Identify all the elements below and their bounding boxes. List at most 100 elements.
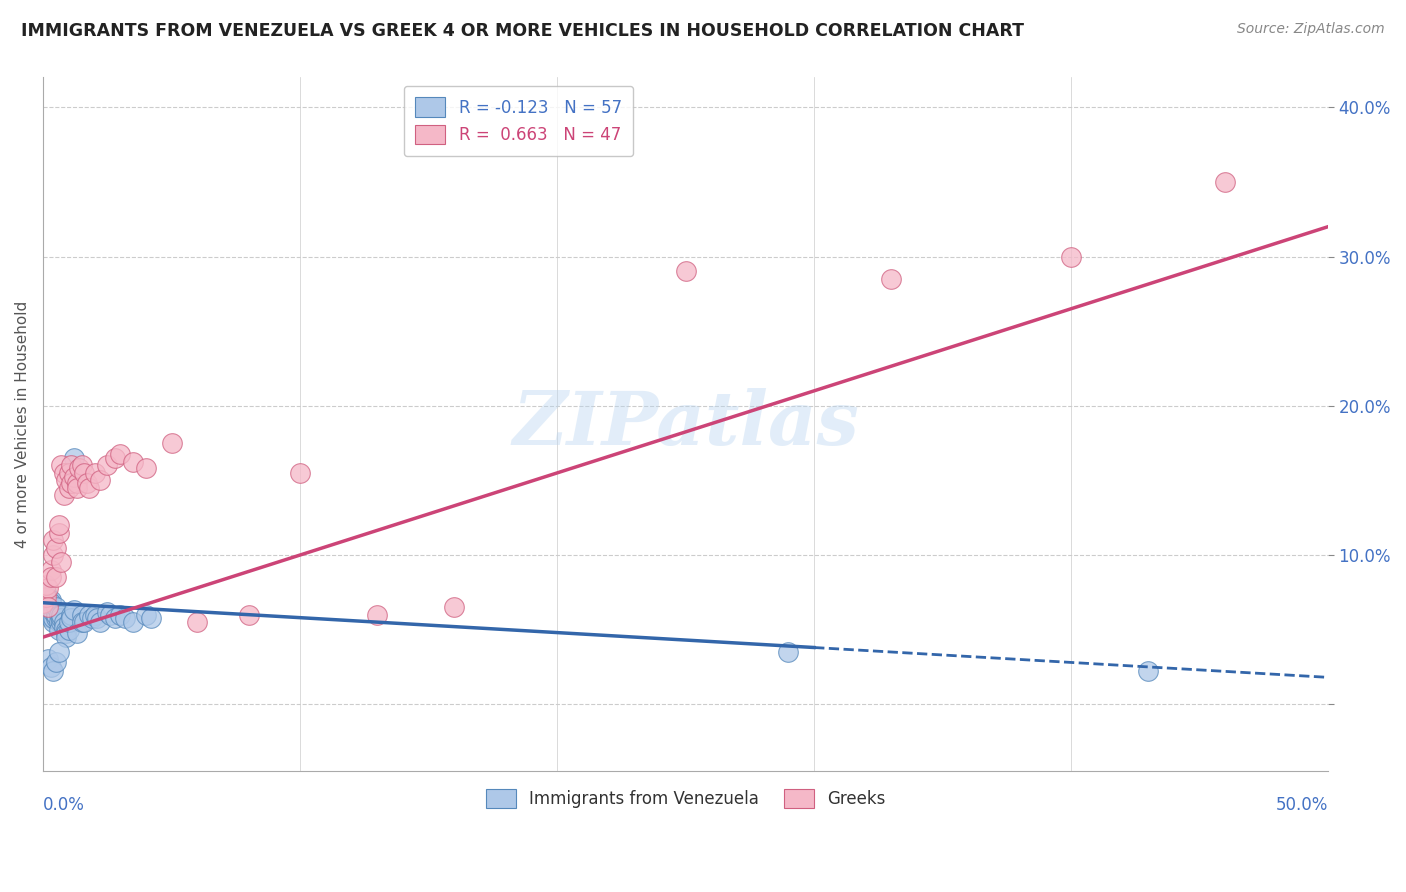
Point bbox=[35, 585, 58, 599]
Point bbox=[48, 623, 70, 637]
Text: IMMIGRANTS FROM VENEZUELA VS GREEK 4 OR MORE VEHICLES IN HOUSEHOLD CORRELATION C: IMMIGRANTS FROM VENEZUELA VS GREEK 4 OR … bbox=[21, 22, 1024, 40]
Point bbox=[42, 533, 65, 547]
Point bbox=[45, 541, 67, 555]
Point bbox=[110, 607, 132, 622]
Point bbox=[52, 466, 75, 480]
Point bbox=[139, 610, 162, 624]
Point bbox=[65, 476, 87, 491]
Point bbox=[778, 645, 800, 659]
Point bbox=[1137, 665, 1160, 679]
Point bbox=[63, 470, 86, 484]
Point bbox=[366, 607, 388, 622]
Point bbox=[51, 615, 73, 629]
Point bbox=[48, 615, 70, 629]
Point bbox=[122, 455, 145, 469]
Point bbox=[42, 548, 65, 562]
Point bbox=[60, 607, 83, 622]
Point bbox=[55, 630, 77, 644]
Point bbox=[65, 625, 87, 640]
Point bbox=[73, 615, 96, 629]
Point bbox=[288, 466, 311, 480]
Point bbox=[45, 570, 67, 584]
Text: 50.0%: 50.0% bbox=[1275, 796, 1329, 814]
Point bbox=[104, 450, 127, 465]
Point bbox=[80, 610, 103, 624]
Point bbox=[135, 461, 157, 475]
Point bbox=[51, 607, 73, 622]
Point bbox=[55, 623, 77, 637]
Point bbox=[48, 645, 70, 659]
Point bbox=[39, 592, 62, 607]
Point bbox=[98, 607, 121, 622]
Point bbox=[79, 607, 101, 622]
Point bbox=[65, 481, 87, 495]
Point bbox=[79, 481, 101, 495]
Text: Source: ZipAtlas.com: Source: ZipAtlas.com bbox=[1237, 22, 1385, 37]
Point bbox=[114, 610, 136, 624]
Point bbox=[42, 605, 65, 619]
Point bbox=[58, 615, 80, 629]
Text: 0.0%: 0.0% bbox=[44, 796, 86, 814]
Point bbox=[58, 481, 80, 495]
Point bbox=[96, 605, 118, 619]
Point bbox=[52, 488, 75, 502]
Point bbox=[443, 600, 465, 615]
Point bbox=[186, 615, 208, 629]
Point bbox=[89, 474, 111, 488]
Point bbox=[60, 458, 83, 473]
Legend: Immigrants from Venezuela, Greeks: Immigrants from Venezuela, Greeks bbox=[479, 782, 893, 815]
Point bbox=[58, 466, 80, 480]
Point bbox=[73, 466, 96, 480]
Point bbox=[60, 476, 83, 491]
Point bbox=[32, 596, 55, 610]
Point bbox=[160, 436, 183, 450]
Point bbox=[37, 592, 59, 607]
Point bbox=[70, 458, 93, 473]
Point bbox=[238, 607, 260, 622]
Point bbox=[52, 619, 75, 633]
Point bbox=[63, 450, 86, 465]
Point bbox=[86, 610, 108, 624]
Point bbox=[48, 518, 70, 533]
Point bbox=[67, 461, 90, 475]
Point bbox=[39, 607, 62, 622]
Point bbox=[51, 610, 73, 624]
Point bbox=[39, 596, 62, 610]
Point bbox=[52, 615, 75, 629]
Point bbox=[51, 458, 73, 473]
Point bbox=[675, 264, 697, 278]
Point bbox=[37, 600, 59, 615]
Point bbox=[58, 623, 80, 637]
Point bbox=[37, 591, 59, 606]
Point bbox=[37, 581, 59, 595]
Point bbox=[51, 556, 73, 570]
Point bbox=[55, 474, 77, 488]
Point bbox=[42, 665, 65, 679]
Point bbox=[1213, 175, 1236, 189]
Point bbox=[104, 610, 127, 624]
Point bbox=[39, 563, 62, 577]
Point bbox=[83, 607, 105, 622]
Point bbox=[76, 476, 98, 491]
Point bbox=[45, 600, 67, 615]
Point bbox=[55, 625, 77, 640]
Point bbox=[48, 525, 70, 540]
Point bbox=[35, 578, 58, 592]
Point bbox=[63, 603, 86, 617]
Point bbox=[70, 607, 93, 622]
Point bbox=[83, 466, 105, 480]
Point bbox=[45, 607, 67, 622]
Point bbox=[48, 607, 70, 622]
Point bbox=[60, 610, 83, 624]
Point bbox=[42, 615, 65, 629]
Point bbox=[122, 615, 145, 629]
Point bbox=[1060, 250, 1083, 264]
Point bbox=[37, 652, 59, 666]
Point bbox=[35, 596, 58, 610]
Point bbox=[135, 607, 157, 622]
Point bbox=[32, 588, 55, 602]
Point bbox=[96, 458, 118, 473]
Point bbox=[35, 590, 58, 604]
Point bbox=[42, 610, 65, 624]
Point bbox=[39, 660, 62, 674]
